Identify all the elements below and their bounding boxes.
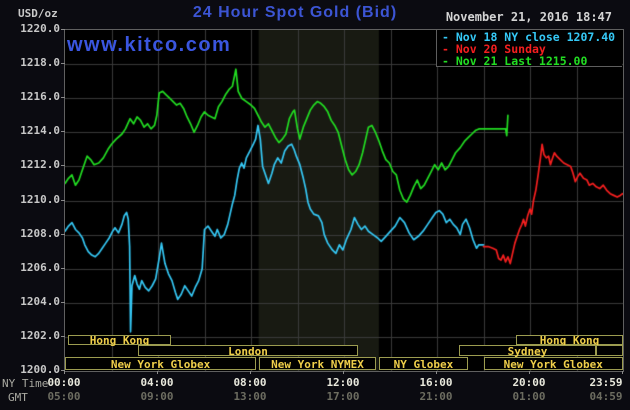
legend-entry: - Nov 20 Sunday [442,42,546,56]
y-tick-mark [61,268,65,269]
x-tick-label-gmt: 05:00 [47,390,81,403]
y-tick-label: 1212.0 [20,158,60,172]
y-tick-mark [61,200,65,201]
y-tick-label: 1206.0 [20,260,60,274]
x-tick-label-gmt: 09:00 [140,390,174,403]
y-tick-mark [61,302,65,303]
x-tick-label-gmt: 13:00 [233,390,267,403]
session-bar-hong-kong: Hong Kong [68,335,171,346]
x-tick-mark [622,371,623,374]
session-bar-new-york-nymex: New York NYMEX [258,357,377,371]
x-tick-label-ny: 23:59 [589,376,623,389]
x-tick-label-ny: 20:00 [512,376,546,389]
x-tick-label-gmt: 01:00 [512,390,546,403]
y-tick-label: 1200.0 [20,363,60,376]
x-tick-mark [250,371,251,374]
y-tick-label: 1204.0 [20,294,60,308]
x-tick-label-ny: 12:00 [326,376,360,389]
legend-entry: - Nov 18 NY close 1207.40 [442,30,616,44]
x-tick-mark [157,371,158,374]
session-bar-sydney: Sydney [459,345,597,357]
x-tick-label-ny: 04:00 [140,376,174,389]
ny-time-caption: NY Time [2,377,49,390]
y-tick-mark [61,234,65,235]
y-tick-mark [61,370,65,371]
y-tick-label: 1216.0 [20,90,60,104]
y-tick-mark [61,165,65,166]
plot-area: Hong Kong Hong Kong London Sydney New York G… [64,29,624,372]
session-bar-hong-kong: Hong Kong [516,335,623,346]
x-tick-label-gmt: 04:59 [589,390,623,403]
x-tick-label-gmt: 17:00 [326,390,360,403]
session-bar-new-york-globex: New York Globex [65,357,257,371]
y-tick-label: 1202.0 [20,328,60,342]
x-tick-mark [436,371,437,374]
y-tick-mark [61,131,65,132]
y-tick-label: 1208.0 [20,226,60,240]
x-tick-mark [529,371,530,374]
y-tick-label: 1214.0 [20,124,60,138]
kitco-watermark-link[interactable]: www.kitco.com [67,34,232,56]
x-tick-label-ny: 00:00 [47,376,81,389]
y-tick-label: 1220.0 [20,22,60,35]
chart-canvas [65,30,623,371]
y-tick-mark [61,97,65,98]
y-tick-label: 1218.0 [20,56,60,70]
x-tick-mark [343,371,344,374]
gmt-caption: GMT [8,391,28,404]
chart-datetime: November 21, 2016 18:47 [445,10,612,24]
legend: - Nov 18 NY close 1207.40- Nov 20 Sunday… [436,30,622,67]
x-tick-label-ny: 08:00 [233,376,267,389]
session-bar-ny-globex: NY Globex [378,357,468,371]
x-tick-label-ny: 16:00 [419,376,453,389]
y-tick-mark [61,336,65,337]
y-tick-mark [61,29,65,30]
x-tick-mark [64,371,65,374]
x-tick-label-gmt: 21:00 [419,390,453,403]
legend-entry: - Nov 21 Last 1215.00 [442,54,588,68]
page-title: 24 Hour Spot Gold (Bid) [192,4,398,21]
session-bar-london: London [138,345,358,357]
y-axis-unit-label: USD/oz [18,7,58,20]
y-tick-mark [61,63,65,64]
y-tick-label: 1210.0 [20,192,60,206]
session-bar [596,345,623,356]
session-bar-new-york-globex: New York Globex [483,357,623,371]
